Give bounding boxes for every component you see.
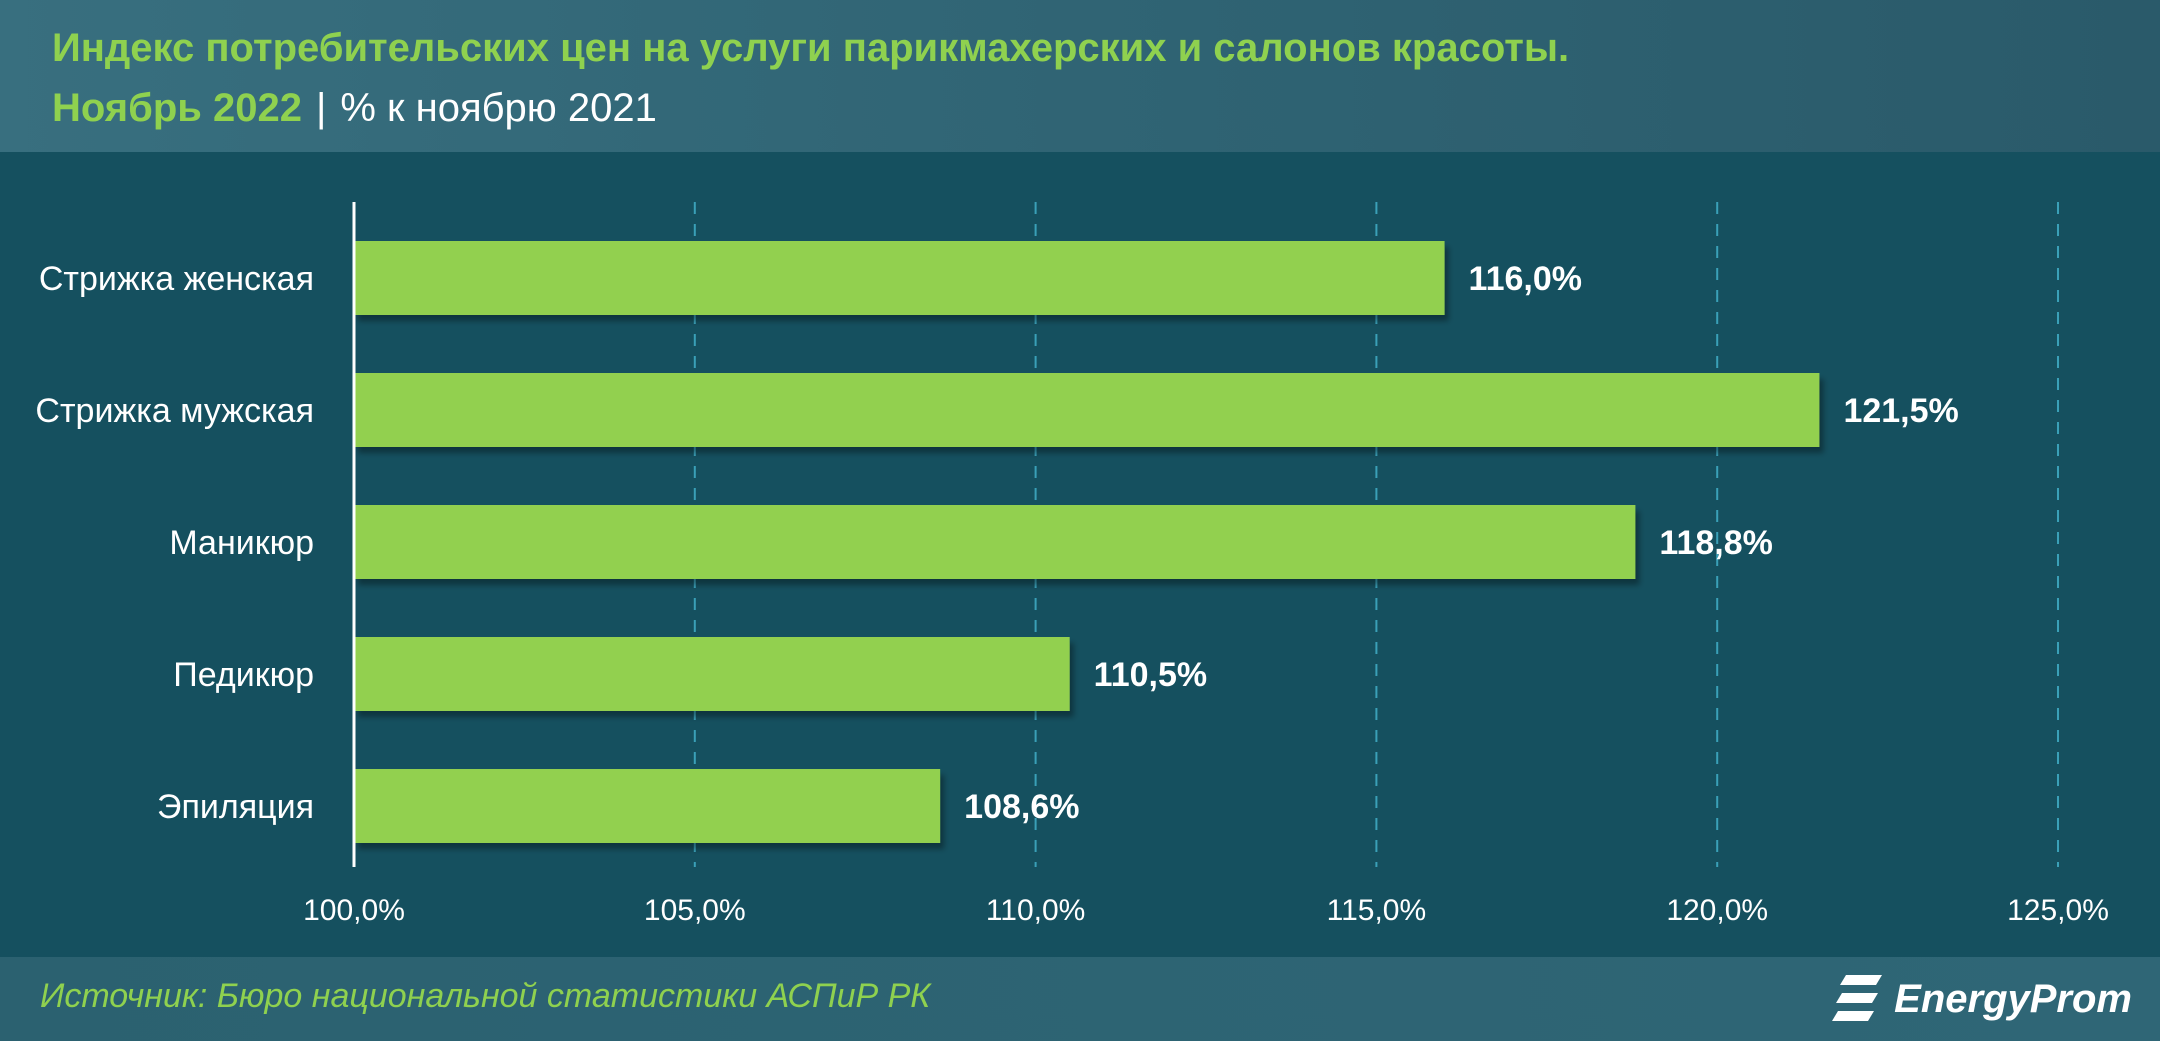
bar-chart: Стрижка женская Стрижка мужская Маникюр Пед… [35,202,2109,927]
x-tick-label: 120,0% [1666,894,1768,927]
bar [354,769,941,843]
category-label: Маникюр [169,524,314,562]
x-tick-label: 115,0% [1327,894,1427,927]
category-label: Эпиляция [157,788,314,826]
x-tick-label: 105,0% [644,894,746,927]
chart-title: Индекс потребительских цен на услуги пар… [52,26,1570,70]
bars [354,241,1820,843]
chart-header: Индекс потребительских цен на услуги пар… [0,0,2160,152]
data-label: 108,6% [964,788,1079,826]
x-tick-label: 125,0% [2007,894,2109,927]
chart-subtitle: Ноябрь 2022 | % к ноябрю 2021 [52,86,657,131]
x-tick-label: 100,0% [303,894,405,927]
data-label: 121,5% [1843,392,1958,430]
chart-period: Ноябрь 2022 [52,86,302,130]
logo-text: EnergyProm [1894,976,2132,1021]
bar [354,373,1820,447]
x-tick-label: 110,0% [986,894,1086,927]
bar [354,505,1636,579]
energyprom-logo: EnergyProm [1832,971,2132,1027]
x-tick-labels: 100,0% 105,0% 110,0% 115,0% 120,0% 125,0% [303,894,2109,927]
subtitle-separator: | [315,86,327,130]
bar [354,637,1070,711]
category-label: Стрижка женская [39,260,314,298]
category-label: Стрижка мужская [35,392,314,430]
category-label: Педикюр [173,656,314,694]
category-labels: Стрижка женская Стрижка мужская Маникюр Пед… [35,260,314,826]
data-labels: 116,0% 121,5% 118,8% 110,5% 108,6% [964,260,1959,826]
data-label: 116,0% [1469,260,1582,298]
bar [354,241,1445,315]
source-note: Источник: Бюро национальной статистики А… [40,977,931,1015]
data-label: 110,5% [1094,656,1207,694]
plot-area: Стрижка женская Стрижка мужская Маникюр Пед… [0,152,2160,957]
energyprom-logo-icon [1832,975,1883,1021]
chart-unit: % к ноябрю 2021 [340,86,657,130]
chart-footer: Источник: Бюро национальной статистики А… [0,957,2160,1041]
data-label: 118,8% [1659,524,1772,562]
